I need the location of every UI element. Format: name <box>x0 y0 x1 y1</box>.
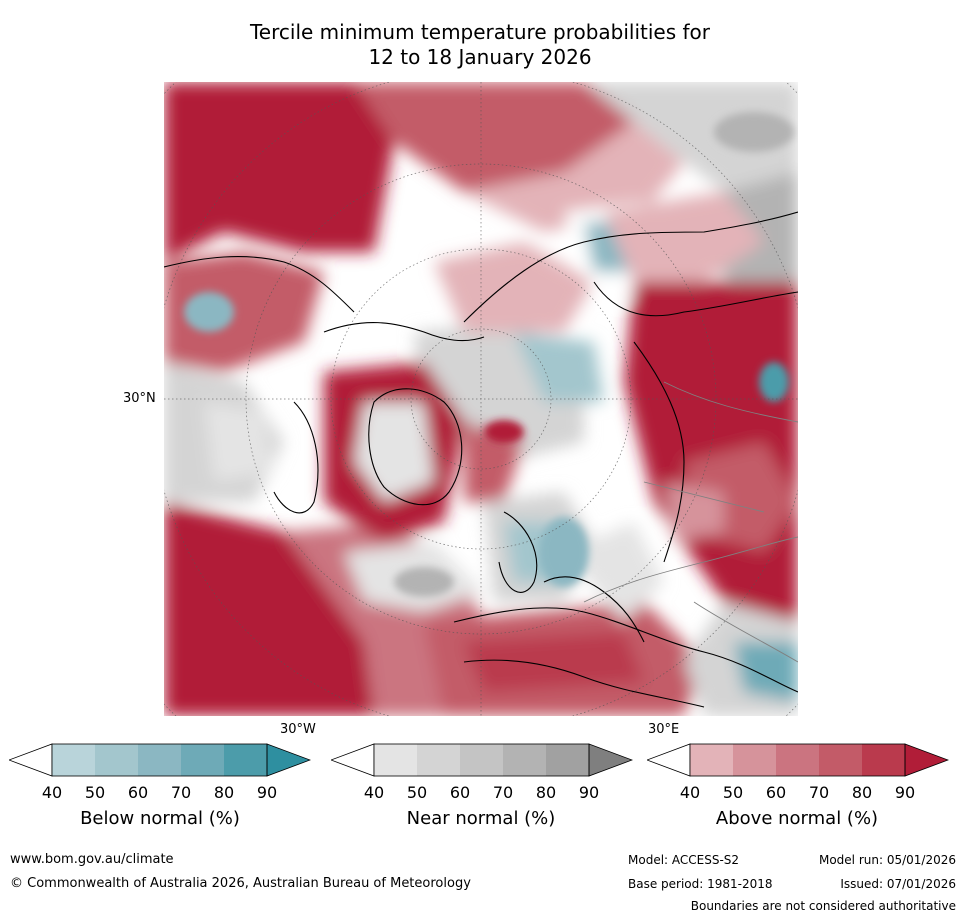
colorbar-above-swatches <box>690 744 905 776</box>
near-tick-60: 60 <box>449 783 471 802</box>
website-link[interactable]: www.bom.gov.au/climate <box>10 852 174 867</box>
swatch-above-4 <box>819 744 862 776</box>
disclaimer-text: Boundaries are not considered authoritat… <box>690 899 956 913</box>
copyright-text: © Commonwealth of Australia 2026, Austra… <box>10 876 471 891</box>
lat-label-30n: 30°N <box>123 391 156 406</box>
graticule <box>164 82 798 716</box>
colorbar-near-swatches <box>374 744 589 776</box>
swatch-near-6 <box>589 744 632 776</box>
near-tick-90: 90 <box>578 783 600 802</box>
colorbar-below <box>9 743 311 777</box>
swatch-below-4 <box>181 744 224 776</box>
below-tick-90: 90 <box>256 783 278 802</box>
issued-text: Issued: 07/01/2026 <box>840 877 956 891</box>
lon-label-30e: 30°E <box>648 722 680 737</box>
below-normal-label: Below normal (%) <box>80 808 240 829</box>
below-tick-40: 40 <box>41 783 63 802</box>
below-tick-80: 80 <box>213 783 235 802</box>
above-tick-70: 70 <box>808 783 830 802</box>
near-normal-label: Near normal (%) <box>406 808 556 829</box>
swatch-above-1 <box>690 744 733 776</box>
map-canvas <box>164 82 798 716</box>
swatch-above-3 <box>776 744 819 776</box>
near-tick-50: 50 <box>406 783 428 802</box>
above-normal-label: Above normal (%) <box>715 808 879 829</box>
swatch-near-3 <box>460 744 503 776</box>
chart-title: Tercile minimum temperature probabilitie… <box>160 20 800 70</box>
swatch-above-6 <box>905 744 948 776</box>
above-tick-60: 60 <box>765 783 787 802</box>
colorbar-near <box>331 743 633 777</box>
polar-map <box>164 82 798 716</box>
swatch-below-3 <box>138 744 181 776</box>
below-tick-70: 70 <box>170 783 192 802</box>
below-tick-60: 60 <box>127 783 149 802</box>
colorbar-above <box>647 743 949 777</box>
swatch-below-2 <box>95 744 138 776</box>
coastlines <box>164 211 798 708</box>
colorbar-below-swatches <box>52 744 267 776</box>
swatch-below-6 <box>267 744 310 776</box>
above-tick-80: 80 <box>851 783 873 802</box>
near-tick-80: 80 <box>535 783 557 802</box>
title-line-2: 12 to 18 January 2026 <box>368 45 592 69</box>
above-tick-40: 40 <box>679 783 701 802</box>
swatch-below-5 <box>224 744 267 776</box>
near-tick-70: 70 <box>492 783 514 802</box>
swatch-near-1 <box>374 744 417 776</box>
swatch-near-2 <box>417 744 460 776</box>
title-line-1: Tercile minimum temperature probabilitie… <box>249 20 711 44</box>
model-run-text: Model run: 05/01/2026 <box>818 853 956 867</box>
below-tick-50: 50 <box>84 783 106 802</box>
probability-patches <box>184 112 794 597</box>
swatch-near-5 <box>546 744 589 776</box>
model-text: Model: ACCESS-S2 <box>628 853 740 867</box>
lon-label-30w: 30°W <box>280 722 316 737</box>
above-tick-90: 90 <box>894 783 916 802</box>
base-period-text: Base period: 1981-2018 <box>628 877 773 891</box>
above-tick-50: 50 <box>722 783 744 802</box>
swatch-above-5 <box>862 744 905 776</box>
swatch-near-4 <box>503 744 546 776</box>
borders <box>583 381 798 663</box>
swatch-above-2 <box>733 744 776 776</box>
near-tick-40: 40 <box>363 783 385 802</box>
swatch-below-1 <box>52 744 95 776</box>
